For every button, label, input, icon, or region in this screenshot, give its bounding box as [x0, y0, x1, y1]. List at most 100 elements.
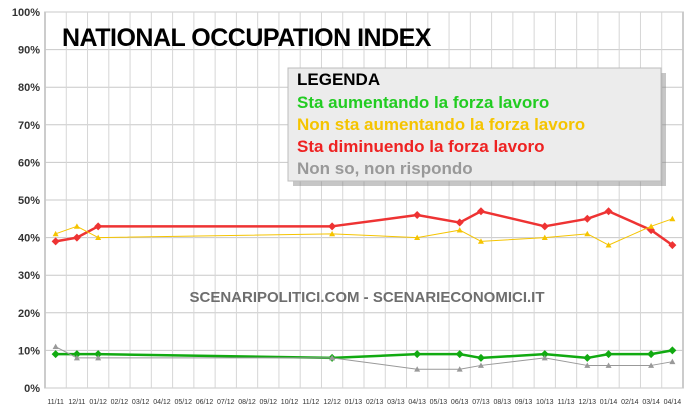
data-point	[73, 223, 80, 229]
series-lines	[51, 207, 677, 372]
legend-item-no-answer: Non so, non rispondo	[297, 159, 473, 178]
y-tick-label: 70%	[18, 120, 40, 132]
chart-title: NATIONAL OCCUPATION INDEX	[62, 24, 432, 52]
data-point	[605, 242, 612, 248]
x-tick-label: 09/13	[515, 399, 533, 406]
data-point	[647, 350, 656, 359]
series-3	[52, 343, 676, 372]
data-point	[51, 237, 60, 246]
data-point	[605, 362, 612, 368]
data-point	[584, 230, 591, 237]
data-point	[413, 350, 422, 359]
series-line	[55, 210, 674, 247]
data-point	[329, 354, 336, 361]
x-tick-label: 06/13	[451, 399, 469, 406]
x-tick-label: 01/12	[89, 399, 107, 406]
data-point	[540, 222, 549, 231]
data-point	[583, 214, 592, 223]
y-tick-label: 90%	[18, 45, 40, 57]
x-tick-label: 07/13	[472, 399, 490, 406]
x-tick-label: 03/13	[387, 399, 405, 406]
data-point	[414, 234, 421, 240]
data-point	[95, 354, 102, 361]
x-tick-label: 11/13	[558, 399, 575, 406]
data-point	[73, 354, 80, 361]
x-tick-label: 03/14	[642, 399, 660, 406]
axes: 0% 10% 20% 30% 40% 50% 60% 70% 80% 90% 100% 11/11 12…	[12, 7, 681, 406]
data-point	[456, 366, 463, 372]
data-point	[669, 215, 676, 222]
data-point	[329, 230, 336, 237]
x-tick-label: 12/12	[323, 399, 341, 406]
data-point	[52, 230, 59, 237]
data-point	[668, 241, 677, 250]
series-2	[51, 346, 677, 362]
series-line	[55, 218, 673, 246]
data-point	[413, 211, 422, 220]
x-tick-label: 05/13	[430, 399, 448, 406]
data-point	[476, 207, 485, 216]
series-1	[52, 215, 676, 248]
data-point	[668, 346, 677, 355]
x-tick-label: 11/12	[302, 399, 319, 406]
data-point	[476, 353, 485, 362]
legend-box	[287, 67, 662, 182]
legend-item-increasing: Sta aumentando la forza lavoro	[297, 93, 549, 112]
y-tick-label: 20%	[18, 308, 40, 320]
data-point	[477, 362, 484, 368]
x-tick-label: 04/13	[408, 399, 426, 406]
y-tick-label: 100%	[12, 7, 40, 19]
data-point	[328, 222, 337, 231]
data-point	[541, 234, 548, 240]
y-tick-label: 10%	[18, 345, 40, 357]
x-tick-label: 04/12	[153, 399, 171, 406]
data-point	[94, 350, 103, 359]
x-tick-label: 10/12	[281, 399, 299, 406]
data-point	[541, 354, 548, 361]
x-tick-label: 06/12	[196, 399, 214, 406]
x-tick-label: 10/13	[536, 399, 554, 406]
series-0	[51, 207, 677, 250]
x-tick-label: 09/12	[260, 399, 278, 406]
x-tick-label: 02/14	[621, 399, 639, 406]
data-point	[540, 350, 549, 359]
data-point	[455, 350, 464, 359]
x-tick-label: 01/14	[600, 399, 618, 406]
x-tick-label: 02/12	[111, 399, 129, 406]
data-point	[455, 218, 464, 227]
y-tick-label: 0%	[24, 383, 40, 395]
y-tick-label: 50%	[18, 195, 40, 207]
x-tick-label: 08/12	[238, 399, 256, 406]
legend-title: LEGENDA	[297, 70, 380, 89]
x-tick-label: 08/13	[493, 399, 511, 406]
data-point	[456, 227, 463, 233]
data-point	[604, 207, 613, 216]
x-tick-label: 03/12	[132, 399, 150, 406]
series-line	[55, 346, 673, 370]
data-point	[584, 362, 591, 368]
y-tick-label: 60%	[18, 157, 40, 169]
data-point	[72, 350, 81, 359]
y-tick-label: 80%	[18, 82, 40, 94]
data-point	[94, 222, 103, 231]
data-point	[648, 223, 655, 229]
data-point	[648, 362, 655, 368]
watermark-text: SCENARIPOLITICI.COM - SCENARIECONOMICI.I…	[189, 289, 544, 306]
data-point	[669, 358, 676, 365]
x-tick-label: 07/12	[217, 399, 235, 406]
data-point	[477, 238, 484, 244]
x-tick-label: 02/13	[366, 399, 384, 406]
data-point	[583, 353, 592, 362]
legend: LEGENDA Sta aumentando la forza lavoro N…	[287, 67, 666, 186]
data-point	[604, 350, 613, 359]
y-tick-label: 40%	[18, 233, 40, 245]
legend-item-not-increasing: Non sta aumentando la forza lavoro	[297, 115, 585, 134]
data-point	[51, 350, 60, 359]
data-point	[95, 234, 102, 240]
x-tick-label: 05/12	[174, 399, 192, 406]
x-tick-label: 01/13	[345, 399, 363, 406]
data-point	[414, 366, 421, 372]
x-tick-label: 11/11	[47, 399, 64, 406]
